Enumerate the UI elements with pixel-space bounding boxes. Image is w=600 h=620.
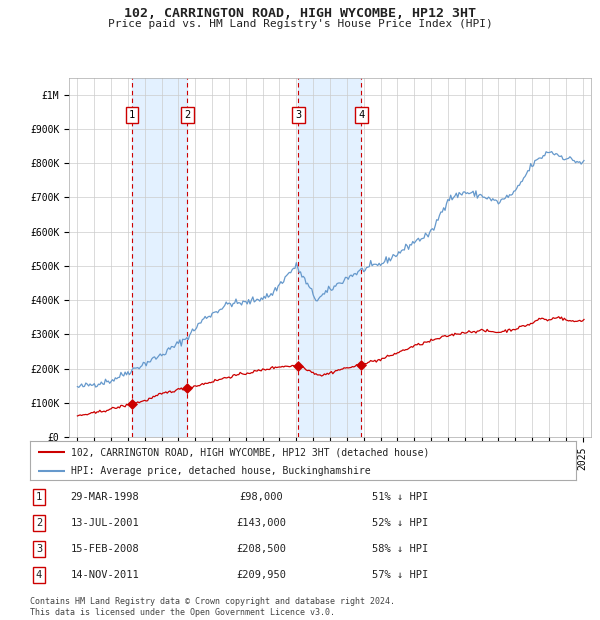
- Text: £98,000: £98,000: [239, 492, 283, 502]
- Bar: [132, 78, 187, 437]
- Text: 1: 1: [36, 492, 42, 502]
- Text: 4: 4: [36, 570, 42, 580]
- Text: 52% ↓ HPI: 52% ↓ HPI: [372, 518, 428, 528]
- Text: 15-FEB-2008: 15-FEB-2008: [71, 544, 139, 554]
- Text: 29-MAR-1998: 29-MAR-1998: [71, 492, 139, 502]
- Bar: [298, 78, 361, 437]
- Text: £143,000: £143,000: [236, 518, 286, 528]
- Text: £208,500: £208,500: [236, 544, 286, 554]
- Text: Contains HM Land Registry data © Crown copyright and database right 2024.: Contains HM Land Registry data © Crown c…: [30, 597, 395, 606]
- Text: 57% ↓ HPI: 57% ↓ HPI: [372, 570, 428, 580]
- Text: Price paid vs. HM Land Registry's House Price Index (HPI): Price paid vs. HM Land Registry's House …: [107, 19, 493, 29]
- Text: This data is licensed under the Open Government Licence v3.0.: This data is licensed under the Open Gov…: [30, 608, 335, 617]
- Text: 14-NOV-2011: 14-NOV-2011: [71, 570, 139, 580]
- Text: HPI: Average price, detached house, Buckinghamshire: HPI: Average price, detached house, Buck…: [71, 466, 371, 476]
- Text: 58% ↓ HPI: 58% ↓ HPI: [372, 544, 428, 554]
- Text: 102, CARRINGTON ROAD, HIGH WYCOMBE, HP12 3HT (detached house): 102, CARRINGTON ROAD, HIGH WYCOMBE, HP12…: [71, 447, 430, 457]
- Text: 102, CARRINGTON ROAD, HIGH WYCOMBE, HP12 3HT: 102, CARRINGTON ROAD, HIGH WYCOMBE, HP12…: [124, 7, 476, 20]
- Text: 3: 3: [36, 544, 42, 554]
- Text: 2: 2: [36, 518, 42, 528]
- Text: 1: 1: [129, 110, 135, 120]
- Text: £209,950: £209,950: [236, 570, 286, 580]
- Text: 4: 4: [358, 110, 365, 120]
- Text: 51% ↓ HPI: 51% ↓ HPI: [372, 492, 428, 502]
- Text: 13-JUL-2001: 13-JUL-2001: [71, 518, 139, 528]
- Text: 2: 2: [184, 110, 191, 120]
- Text: 3: 3: [295, 110, 301, 120]
